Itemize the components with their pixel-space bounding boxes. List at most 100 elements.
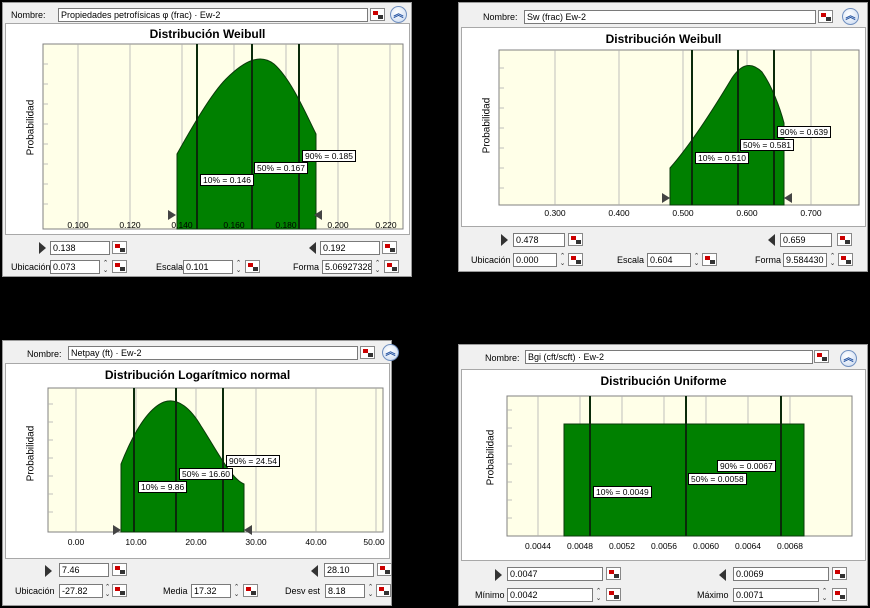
x-tick: 0.120: [119, 220, 141, 230]
x-tick: 0.200: [327, 220, 349, 230]
p50-label: 50% = 0.167: [254, 162, 308, 174]
min-value-field[interactable]: 7.46: [59, 563, 109, 577]
name-field[interactable]: Netpay (ft) · Ew-2: [68, 346, 358, 360]
param-label: Ubicación: [11, 262, 51, 272]
select-param-icon[interactable]: [376, 584, 391, 597]
max-value-field[interactable]: 0.659: [780, 233, 832, 247]
param-field[interactable]: -27.82: [59, 584, 103, 598]
p10-label: 10% = 0.510: [695, 152, 749, 164]
param-field[interactable]: 0.0042: [507, 588, 593, 602]
x-tick: 0.400: [608, 208, 630, 218]
select-param-icon[interactable]: [112, 584, 127, 597]
p50-label: 50% = 16.60: [179, 468, 233, 480]
select-variable-icon[interactable]: [818, 10, 833, 23]
param-field[interactable]: 9.584430: [783, 253, 827, 267]
spinner-icon[interactable]: ⌃ ⌄: [829, 253, 836, 267]
name-label: Nombre:: [11, 10, 46, 20]
param-field[interactable]: 0.101: [183, 260, 233, 274]
max-value-field[interactable]: 28.10: [324, 563, 374, 577]
min-arrow-icon: [495, 569, 502, 581]
select-param-icon[interactable]: [112, 260, 127, 273]
spinner-icon[interactable]: ⌃ ⌄: [821, 588, 828, 602]
select-param-icon[interactable]: [838, 253, 853, 266]
select-max-icon[interactable]: [832, 567, 847, 580]
p10-label: 10% = 0.146: [200, 174, 254, 186]
select-param-icon[interactable]: [832, 588, 847, 601]
select-min-icon[interactable]: [112, 241, 127, 254]
select-param-icon[interactable]: [702, 253, 717, 266]
name-field[interactable]: Bgi (cft/scft) · Ew-2: [525, 350, 813, 364]
x-tick: 0.0048: [567, 541, 593, 551]
x-tick: 0.300: [544, 208, 566, 218]
param-field[interactable]: 8.18: [325, 584, 365, 598]
param-label: Forma: [755, 255, 782, 265]
select-param-icon[interactable]: [243, 584, 258, 597]
select-max-icon[interactable]: [837, 233, 852, 246]
select-variable-icon[interactable]: [814, 350, 829, 363]
select-min-icon[interactable]: [568, 233, 583, 246]
name-label: Nombre:: [483, 12, 518, 22]
collapse-chevron-icon[interactable]: ︽: [842, 8, 859, 25]
min-handle-icon: [168, 210, 176, 220]
param-field[interactable]: 0.0071: [733, 588, 819, 602]
select-max-icon[interactable]: [382, 241, 397, 254]
x-tick: 0.0068: [777, 541, 803, 551]
collapse-chevron-icon[interactable]: ︽: [840, 350, 857, 367]
spinner-icon[interactable]: ⌃ ⌄: [104, 584, 111, 598]
x-tick: 40.00: [305, 537, 327, 547]
x-tick: 0.0064: [735, 541, 761, 551]
select-min-icon[interactable]: [112, 563, 127, 576]
p10-label: 10% = 9.86: [138, 481, 188, 493]
spinner-icon[interactable]: ⌃ ⌄: [595, 588, 602, 602]
name-label: Nombre:: [485, 353, 520, 363]
x-tick: 0.140: [171, 220, 193, 230]
spinner-icon[interactable]: ⌃ ⌄: [233, 584, 240, 598]
param-field[interactable]: 0.000: [513, 253, 557, 267]
spinner-icon[interactable]: ⌃ ⌄: [693, 253, 700, 267]
select-min-icon[interactable]: [606, 567, 621, 580]
name-label: Nombre:: [27, 349, 62, 359]
x-tick: 10.00: [125, 537, 147, 547]
param-field[interactable]: 17.32: [191, 584, 231, 598]
min-value-field[interactable]: 0.478: [513, 233, 565, 247]
select-param-icon[interactable]: [384, 260, 399, 273]
min-value-field[interactable]: 0.138: [50, 241, 110, 255]
p90-label: 90% = 0.0067: [717, 460, 776, 472]
min-value-field[interactable]: 0.0047: [507, 567, 603, 581]
spinner-icon[interactable]: ⌃ ⌄: [367, 584, 374, 598]
spinner-icon[interactable]: ⌃ ⌄: [374, 260, 381, 274]
chart-title: Distribución Weibull: [149, 27, 266, 41]
max-value-field[interactable]: 0.192: [320, 241, 380, 255]
x-tick: 30.00: [245, 537, 267, 547]
select-param-icon[interactable]: [568, 253, 583, 266]
max-value-field[interactable]: 0.0069: [733, 567, 829, 581]
name-field[interactable]: Propiedades petrofísicas φ (frac) · Ew-2: [58, 8, 368, 22]
x-tick: 0.180: [275, 220, 297, 230]
name-field[interactable]: Sw (frac) Ew-2: [524, 10, 816, 24]
select-param-icon[interactable]: [245, 260, 260, 273]
p10-label: 10% = 0.0049: [593, 486, 652, 498]
param-label: Forma: [293, 262, 320, 272]
spinner-icon[interactable]: ⌃ ⌄: [559, 253, 566, 267]
x-tick: 0.600: [736, 208, 758, 218]
select-param-icon[interactable]: [606, 588, 621, 601]
collapse-chevron-icon[interactable]: ︽: [390, 6, 407, 23]
select-variable-icon[interactable]: [370, 8, 385, 21]
x-tick: 0.00: [68, 537, 85, 547]
max-arrow-icon: [311, 565, 318, 577]
spinner-icon[interactable]: ⌃ ⌄: [235, 260, 242, 274]
param-field[interactable]: 0.604: [647, 253, 691, 267]
min-handle-icon: [113, 525, 121, 535]
param-field[interactable]: 5.069273287: [322, 260, 372, 274]
param-label: Mínimo: [475, 590, 505, 600]
param-label: Desv est: [285, 586, 321, 596]
max-handle-icon: [784, 193, 792, 203]
spinner-icon[interactable]: ⌃ ⌄: [102, 260, 109, 274]
plot-svg: 0.00 10.00 20.00 30.00 40.00 50.00: [47, 387, 385, 547]
select-max-icon[interactable]: [377, 563, 392, 576]
param-field[interactable]: 0.073: [50, 260, 100, 274]
select-variable-icon[interactable]: [360, 346, 375, 359]
collapse-chevron-icon[interactable]: ︽: [382, 344, 399, 361]
x-tick: 0.0056: [651, 541, 677, 551]
chart-area: Distribución Weibull Probabilidad 0.100 …: [5, 23, 410, 235]
